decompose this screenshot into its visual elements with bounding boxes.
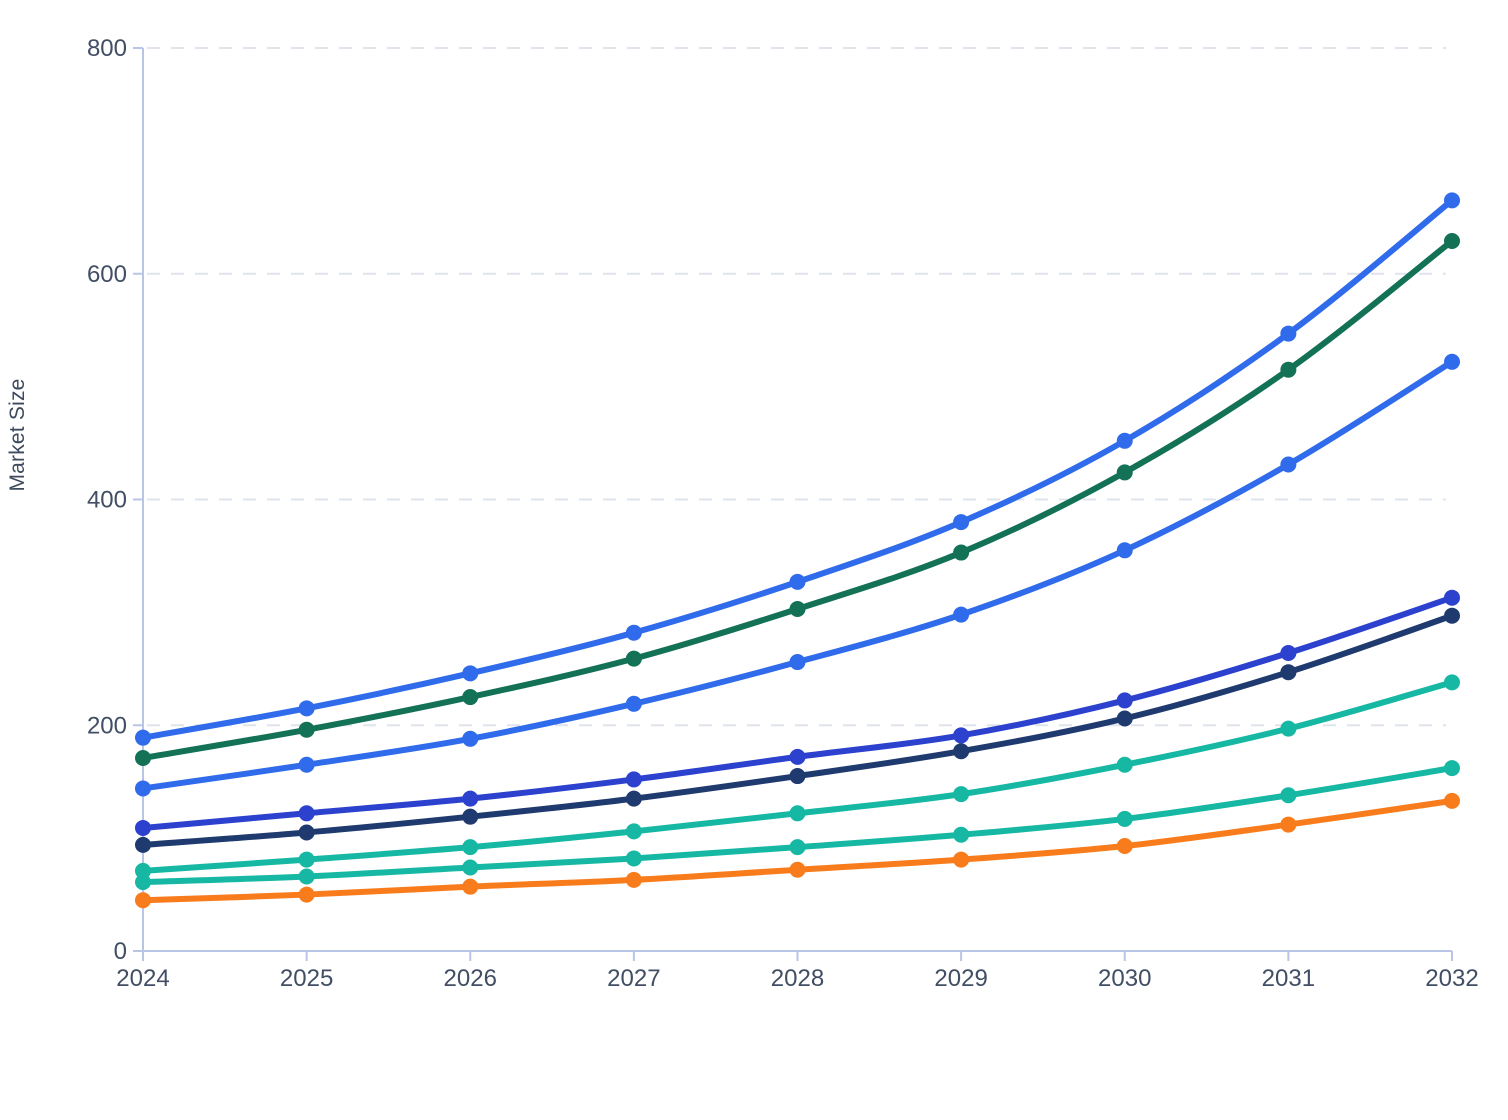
- data-point-s7-2026: [462, 859, 479, 876]
- data-point-s4-2025: [298, 805, 315, 822]
- data-point-s5-2025: [298, 824, 315, 841]
- y-axis-title: Market Size: [6, 378, 29, 492]
- data-point-s6-2032: [1444, 674, 1460, 691]
- data-point-s3-2029: [953, 606, 970, 623]
- data-point-s1-2028: [789, 573, 806, 590]
- data-point-s3-2032: [1444, 353, 1460, 370]
- y-tick-label-600: 600: [87, 261, 127, 288]
- data-point-s3-2025: [298, 756, 315, 773]
- data-point-s6-2024: [135, 862, 151, 879]
- data-point-s7-2030: [1116, 810, 1133, 827]
- data-point-s7-2027: [625, 850, 642, 867]
- x-tick-label-2032: 2032: [1425, 965, 1478, 992]
- data-point-s4-2031: [1280, 645, 1297, 662]
- y-tick-label-200: 200: [87, 712, 127, 739]
- x-tick-label-2029: 2029: [934, 965, 987, 992]
- data-point-s8-2032: [1444, 792, 1460, 809]
- data-point-s1-2026: [462, 665, 479, 682]
- data-point-s7-2025: [298, 868, 315, 885]
- data-point-s6-2028: [789, 805, 806, 822]
- data-point-s2-2024: [135, 749, 151, 766]
- data-point-s2-2026: [462, 689, 479, 706]
- data-point-s8-2024: [135, 892, 151, 909]
- x-tick-label-2024: 2024: [116, 965, 169, 992]
- data-point-s3-2028: [789, 654, 806, 671]
- data-point-s3-2026: [462, 730, 479, 747]
- data-point-s4-2032: [1444, 589, 1460, 606]
- data-point-s4-2029: [953, 727, 970, 744]
- data-point-s7-2032: [1444, 760, 1460, 777]
- data-point-s5-2029: [953, 743, 970, 760]
- series-line-1: [140, 197, 1455, 741]
- data-point-s7-2024: [135, 874, 151, 891]
- data-point-s8-2026: [462, 878, 479, 895]
- x-tick-label-2026: 2026: [444, 965, 497, 992]
- data-point-s2-2027: [625, 650, 642, 667]
- data-point-s7-2031: [1280, 787, 1297, 804]
- data-point-s2-2025: [298, 721, 315, 738]
- data-point-s6-2030: [1116, 756, 1133, 773]
- data-point-s8-2030: [1116, 838, 1133, 855]
- data-point-s5-2028: [789, 768, 806, 785]
- y-tick-label-0: 0: [114, 938, 127, 965]
- data-point-s4-2027: [625, 771, 642, 788]
- data-point-s4-2024: [135, 819, 151, 836]
- data-point-s1-2032: [1444, 192, 1460, 209]
- data-point-s8-2027: [625, 871, 642, 888]
- data-point-s5-2027: [625, 790, 642, 807]
- data-point-s1-2029: [953, 514, 970, 531]
- data-point-s7-2028: [789, 839, 806, 856]
- data-point-s5-2031: [1280, 664, 1297, 681]
- data-point-s2-2032: [1444, 233, 1460, 250]
- y-tick-label-400: 400: [87, 487, 127, 514]
- data-point-s3-2027: [625, 695, 642, 712]
- data-point-s8-2025: [298, 886, 315, 903]
- data-point-s5-2032: [1444, 607, 1460, 624]
- data-point-s2-2028: [789, 600, 806, 617]
- data-point-s8-2031: [1280, 816, 1297, 833]
- data-point-s1-2027: [625, 624, 642, 641]
- data-point-s1-2030: [1116, 432, 1133, 449]
- y-tick-label-800: 800: [87, 35, 127, 62]
- series-line-2: [140, 238, 1455, 761]
- x-tick-label-2028: 2028: [771, 965, 824, 992]
- series-line-3: [140, 358, 1455, 792]
- data-point-s2-2030: [1116, 464, 1133, 481]
- data-point-s1-2031: [1280, 325, 1297, 342]
- data-point-s6-2026: [462, 839, 479, 856]
- data-point-s4-2026: [462, 790, 479, 807]
- data-point-s3-2024: [135, 780, 151, 797]
- data-point-s8-2028: [789, 861, 806, 878]
- series-line-4: [140, 594, 1455, 831]
- data-point-s2-2031: [1280, 361, 1297, 378]
- data-point-s2-2029: [953, 544, 970, 561]
- x-tick-label-2030: 2030: [1098, 965, 1151, 992]
- data-point-s3-2030: [1116, 542, 1133, 559]
- x-tick-label-2027: 2027: [607, 965, 660, 992]
- data-point-s6-2027: [625, 823, 642, 840]
- data-point-s1-2025: [298, 700, 315, 717]
- data-point-s5-2024: [135, 836, 151, 853]
- data-point-s1-2024: [135, 729, 151, 746]
- x-tick-label-2031: 2031: [1262, 965, 1315, 992]
- data-point-s3-2031: [1280, 456, 1297, 473]
- data-point-s6-2029: [953, 786, 970, 803]
- data-point-s6-2031: [1280, 720, 1297, 737]
- data-point-s4-2030: [1116, 692, 1133, 709]
- data-point-s6-2025: [298, 851, 315, 868]
- data-point-s7-2029: [953, 826, 970, 843]
- data-point-s4-2028: [789, 748, 806, 765]
- x-tick-label-2025: 2025: [280, 965, 333, 992]
- data-point-s5-2030: [1116, 710, 1133, 727]
- data-point-s8-2029: [953, 851, 970, 868]
- data-point-s5-2026: [462, 808, 479, 825]
